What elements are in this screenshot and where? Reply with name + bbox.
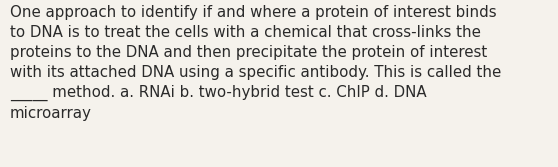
Text: One approach to identify if and where a protein of interest binds
to DNA is to t: One approach to identify if and where a … — [10, 5, 501, 121]
